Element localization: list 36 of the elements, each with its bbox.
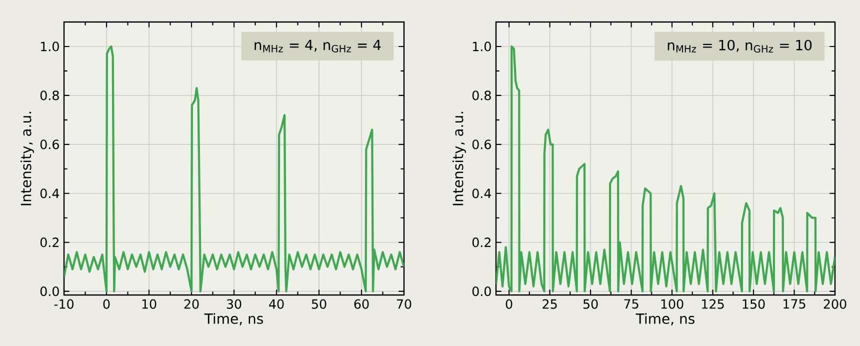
x-tick-label: 125 (702, 299, 724, 309)
x-tick-label: 40 (269, 299, 284, 309)
x-tick-label: 100 (661, 299, 684, 309)
annotation: n$_{MHz}$ = 4, n$_{GHz}$ = 4 (254, 40, 381, 52)
y-tick-label: 0.8 (40, 90, 59, 100)
y-tick-label: 1.0 (472, 42, 491, 52)
y-axis-title: Intensity, a.u. (20, 112, 34, 206)
y-tick-label: 0.4 (472, 188, 492, 198)
x-tick-label: 0 (506, 299, 512, 309)
y-axis-title: Intensity, a.u. (452, 112, 466, 206)
y-tick-label: 0.6 (40, 140, 59, 150)
x-axis-title: Time, ns (204, 313, 263, 326)
x-tick-label: 20 (184, 299, 199, 309)
y-tick-label: 0.4 (40, 188, 60, 198)
x-tick-label: 0 (103, 299, 110, 309)
y-tick-label: 0.8 (472, 90, 491, 100)
y-tick-label: 0.6 (472, 140, 491, 150)
y-tick-label: 0.2 (472, 238, 490, 248)
y-tick-label: 1.0 (41, 42, 59, 52)
x-tick-label: 25 (542, 299, 557, 309)
x-tick-label: 60 (354, 299, 369, 309)
x-tick-label: 70 (396, 299, 412, 309)
x-tick-label: 150 (742, 299, 765, 309)
x-tick-label: 50 (583, 299, 598, 309)
x-axis-title: Time, ns (636, 313, 694, 326)
y-tick-label: 0.2 (40, 238, 58, 248)
x-tick-label: 75 (624, 299, 638, 309)
x-tick-label: -10 (54, 299, 74, 309)
x-tick-label: 175 (784, 299, 806, 309)
x-tick-label: 10 (142, 299, 156, 309)
y-tick-label: 0.0 (472, 286, 491, 296)
x-tick-label: 200 (824, 299, 846, 309)
annotation: n$_{MHz}$ = 10, n$_{GHz}$ = 10 (668, 40, 812, 53)
x-tick-label: 50 (312, 299, 326, 309)
x-tick-label: 30 (226, 299, 242, 309)
y-tick-label: 0.0 (40, 286, 59, 296)
